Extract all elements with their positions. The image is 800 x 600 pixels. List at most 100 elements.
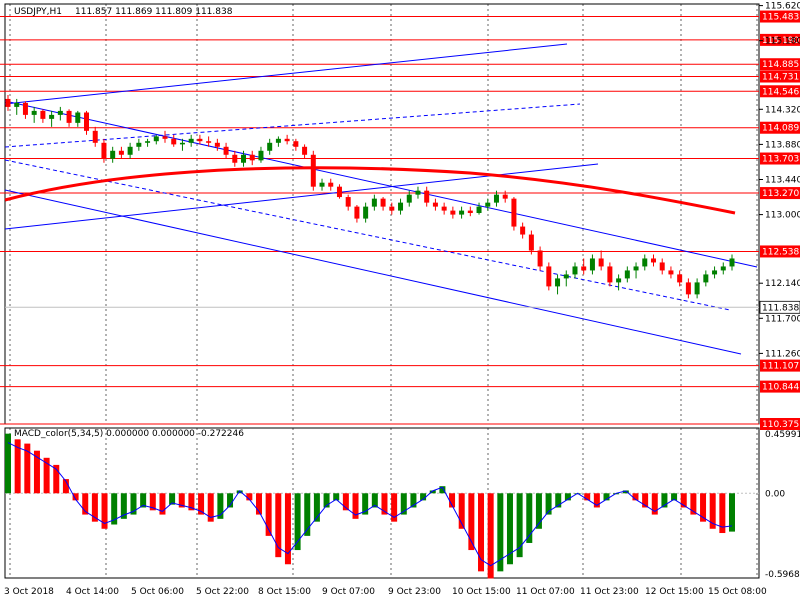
level-label: 113.270	[762, 189, 799, 199]
candle-body	[485, 202, 491, 207]
candle-body	[415, 190, 421, 195]
level-label-bg	[760, 380, 800, 393]
candle-body	[729, 258, 735, 267]
candle-body	[49, 114, 55, 119]
level-label: 115.190	[762, 36, 799, 46]
time-axis-label: 5 Oct 06:00	[131, 587, 184, 597]
macd-bar	[14, 439, 21, 494]
macd-bar	[33, 450, 40, 494]
candle-body	[633, 266, 639, 271]
macd-bar	[690, 493, 697, 515]
candle-body	[537, 250, 543, 267]
candle-body	[511, 198, 517, 227]
candle-body	[668, 270, 674, 275]
macd-bar	[246, 493, 253, 501]
candle-body	[145, 141, 151, 143]
candle-body	[380, 198, 386, 207]
candle-body	[110, 150, 116, 159]
macd-bar	[188, 493, 195, 511]
macd-signal-line	[7, 442, 733, 567]
macd-bar	[700, 493, 707, 522]
macd-bar	[265, 493, 272, 536]
candle-body	[712, 270, 718, 275]
candle-body	[241, 154, 247, 163]
macd-bar	[429, 490, 436, 494]
macd-bar	[255, 493, 262, 515]
trend-line	[4, 100, 758, 268]
macd-pane-frame	[4, 427, 760, 579]
macd-axis-label: 0.00	[765, 489, 785, 499]
candle-body	[153, 136, 159, 142]
candle-body	[363, 206, 369, 219]
macd-bar	[227, 493, 234, 508]
candle-body	[441, 206, 447, 211]
candle-body	[720, 266, 726, 271]
macd-bar	[284, 493, 291, 565]
level-label: 114.089	[762, 124, 799, 134]
candle-body	[424, 190, 430, 203]
macd-bar	[526, 493, 533, 543]
candle-body	[101, 142, 107, 159]
time-axis-label: 8 Oct 15:00	[258, 587, 311, 597]
macd-bar	[651, 493, 658, 515]
candle-body	[677, 274, 683, 283]
level-label: 113.703	[762, 155, 799, 165]
macd-bar	[420, 493, 427, 501]
candle-body	[57, 110, 63, 115]
macd-bar	[545, 493, 552, 515]
macd-bar	[555, 493, 562, 508]
level-label: 115.483	[762, 13, 799, 23]
price-tick-label: 113.880	[765, 140, 800, 150]
macd-bar	[43, 457, 50, 494]
macd-bar	[439, 486, 446, 494]
level-label: 111.107	[762, 362, 799, 372]
time-axis-label: 4 Oct 14:00	[66, 587, 119, 597]
candle-body	[616, 278, 622, 283]
macd-bar	[593, 493, 600, 508]
macd-bar	[178, 493, 185, 508]
level-label-bg	[760, 33, 800, 46]
macd-bar	[72, 493, 79, 501]
level-label: 112.538	[762, 247, 799, 257]
macd-bar	[111, 493, 118, 525]
macd-bar	[458, 493, 465, 529]
time-axis-label: 11 Oct 23:00	[580, 587, 639, 597]
candle-body	[694, 282, 700, 295]
candle-body	[546, 266, 552, 287]
price-tick-label: 111.700	[765, 314, 800, 324]
macd-bar	[304, 493, 311, 536]
candle-body	[40, 110, 46, 119]
candle-body	[581, 266, 587, 271]
macd-bar	[709, 493, 716, 529]
macd-bar	[149, 493, 156, 511]
candle-body	[31, 110, 37, 115]
candle-body	[118, 150, 124, 155]
level-label-bg	[760, 152, 800, 165]
candle-body	[589, 258, 595, 271]
macd-bar	[333, 493, 340, 501]
trend-line	[4, 103, 581, 148]
candle-body	[459, 210, 465, 215]
candle-body	[284, 138, 290, 142]
macd-axis-label: 0.459913	[765, 430, 800, 440]
level-label: 110.375	[762, 420, 799, 430]
macd-bar	[410, 493, 417, 508]
macd-bar	[198, 493, 205, 515]
candle-body	[223, 146, 229, 155]
candle-body	[502, 194, 508, 199]
level-label-bg	[760, 10, 800, 23]
candle-body	[127, 146, 133, 155]
macd-bar	[603, 493, 610, 501]
macd-bar	[449, 493, 456, 508]
macd-bar	[497, 493, 504, 572]
candle-body	[310, 154, 316, 187]
candle-body	[232, 154, 238, 163]
candle-body	[275, 138, 281, 143]
macd-bar	[729, 493, 735, 532]
macd-bar	[169, 493, 176, 505]
macd-bar	[642, 493, 649, 508]
level-label-bg	[760, 70, 800, 83]
current-price-label: 111.838	[762, 303, 799, 313]
time-axis-label: 3 Oct 2018	[4, 587, 54, 597]
